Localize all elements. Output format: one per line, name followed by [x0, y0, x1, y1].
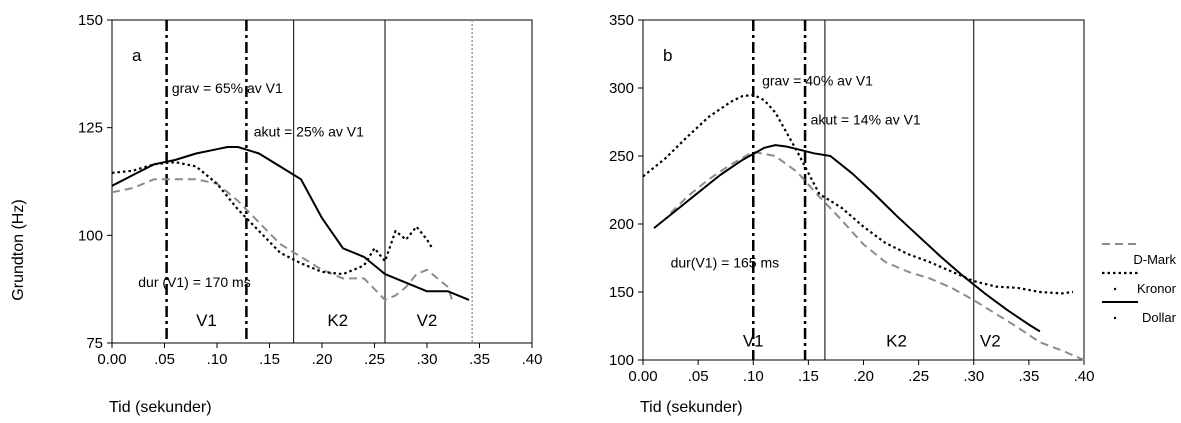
annotation-b-1: akut = 14% av V1 — [811, 112, 921, 128]
panel-label-b: b — [663, 46, 672, 65]
y-tick-label-a-3: 150 — [78, 12, 103, 29]
x-tick-label-b-3: .15 — [798, 368, 819, 385]
panel-label-a: a — [132, 46, 142, 65]
segment-label-v2-b: V2 — [980, 331, 1001, 350]
segment-label-v2-a: V2 — [417, 311, 438, 330]
x-tick-label-b-1: .05 — [688, 368, 709, 385]
y-tick-label-b-5: 350 — [609, 12, 634, 29]
series-line-d-mark-a — [111, 178, 455, 305]
y-tick-label-a-2: 125 — [78, 120, 103, 137]
y-tick-label-b-2: 200 — [609, 216, 634, 233]
chart-panel-b: 0.00 .05 .10 .15 .20 .25 .30 .35 .40 100 150 200 250… — [609, 12, 1094, 385]
legend-label-kronor: Kronor — [1137, 281, 1177, 296]
x-tick-label-b-6: .30 — [963, 368, 984, 385]
series-line-d-mark-b — [669, 150, 1085, 361]
annotation-a-0: grav = 65% av V1 — [172, 80, 283, 96]
x-tick-label-b-5: .25 — [908, 368, 929, 385]
annotation-b-0: grav = 40% av V1 — [762, 72, 873, 88]
legend-label-dollar: Dollar — [1142, 310, 1177, 325]
segment-label-k2-b: K2 — [886, 331, 907, 350]
y-tick-label-b-1: 150 — [609, 284, 634, 301]
plot-frame-b — [642, 19, 1085, 361]
series-line-dollar-b — [653, 144, 1041, 333]
legend-marker-kronor — [1113, 287, 1117, 291]
x-tick-label-a-8: .40 — [522, 351, 543, 368]
y-tick-label-b-3: 250 — [609, 148, 634, 165]
y-tick-label-a-1: 100 — [78, 227, 103, 244]
series-line-kronor-a — [111, 161, 434, 276]
segment-label-v1-b: V1 — [743, 331, 764, 350]
x-tick-label-a-5: .25 — [364, 351, 385, 368]
series-line-dollar-a — [111, 146, 470, 301]
x-tick-label-a-2: .10 — [207, 351, 228, 368]
y-axis-title: Grundton (Hz) — [10, 199, 27, 300]
x-tick-label-b-8: .40 — [1074, 368, 1095, 385]
annotation-b-2: dur(V1) = 165 ms — [671, 255, 780, 271]
y-tick-label-a-0: 75 — [86, 335, 103, 352]
legend: D-Mark Kronor Dollar — [1102, 243, 1177, 325]
x-axis-title-a: Tid (sekunder) — [109, 399, 212, 416]
plot-frame-a — [111, 19, 533, 344]
chart-panel-a: 0.00 .05 .10 .15 .20 .25 .30 .35 .40 75 100 125 150 a… — [78, 12, 542, 368]
series-line-kronor-b — [642, 93, 1074, 295]
annotation-a-1: akut = 25% av V1 — [254, 123, 364, 139]
x-tick-label-b-4: .20 — [853, 368, 874, 385]
legend-marker-dollar — [1113, 316, 1117, 320]
legend-label-d-mark: D-Mark — [1133, 252, 1176, 267]
x-tick-label-a-6: .30 — [417, 351, 438, 368]
y-tick-label-b-0: 100 — [609, 352, 634, 369]
x-tick-label-b-2: .10 — [743, 368, 764, 385]
segment-label-k2-a: K2 — [327, 311, 348, 330]
x-tick-label-a-0: 0.00 — [97, 351, 126, 368]
x-tick-label-b-0: 0.00 — [628, 368, 657, 385]
x-tick-label-a-4: .20 — [312, 351, 333, 368]
y-tick-label-b-4: 300 — [609, 80, 634, 97]
segment-label-v1-a: V1 — [196, 311, 217, 330]
x-tick-label-a-7: .35 — [469, 351, 490, 368]
x-tick-label-b-7: .35 — [1018, 368, 1039, 385]
x-axis-title-b: Tid (sekunder) — [640, 399, 743, 416]
annotation-a-2: dur (V1) = 170 ms — [138, 274, 250, 290]
x-tick-label-a-3: .15 — [259, 351, 280, 368]
x-tick-label-a-1: .05 — [154, 351, 175, 368]
